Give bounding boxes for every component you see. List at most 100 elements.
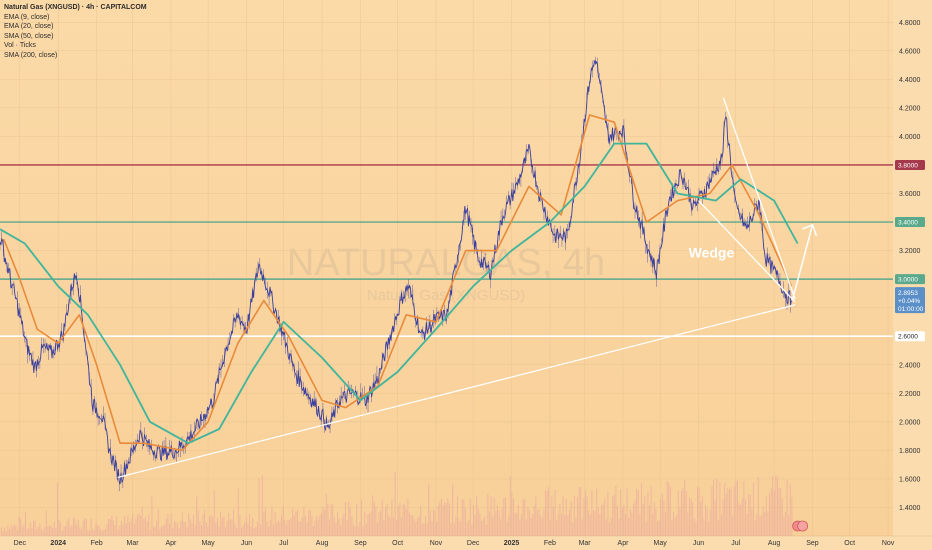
volume-bar [462, 499, 463, 536]
volume-bar [303, 507, 304, 536]
x-tick-label: Sep [354, 540, 367, 547]
volume-bar [740, 505, 741, 536]
volume-bar [582, 519, 583, 536]
volume-bar [49, 526, 50, 536]
volume-bar [267, 521, 268, 536]
volume-bar [180, 521, 181, 536]
legend-sma200[interactable]: SMA (200, close) [4, 51, 147, 61]
volume-bar [707, 509, 708, 536]
x-tick-label: Oct [844, 540, 855, 547]
volume-bar [716, 479, 717, 536]
volume-bar [447, 498, 448, 536]
volume-bar [364, 511, 365, 536]
volume-bar [708, 521, 709, 536]
volume-bar [686, 491, 687, 536]
volume-bar [54, 522, 55, 536]
volume-bar [742, 499, 743, 536]
volume-bar [430, 511, 431, 536]
volume-bar [30, 523, 31, 536]
volume-bar [129, 522, 130, 536]
volume-bar [529, 510, 530, 536]
volume-bar [436, 522, 437, 536]
volume-bar [52, 528, 53, 536]
volume-bar [31, 528, 32, 536]
volume-bar [22, 527, 23, 536]
volume-bar [174, 521, 175, 536]
level-tag-label-support-high: 3.4000 [898, 220, 918, 227]
legend-sma50[interactable]: SMA (50, close) [4, 32, 147, 42]
volume-bar [382, 499, 383, 536]
volume-bar [147, 521, 148, 536]
volume-bar [198, 511, 199, 536]
volume-bar [371, 511, 372, 536]
volume-bar [175, 522, 176, 536]
volume-bar [268, 527, 269, 536]
volume-bar [151, 495, 152, 536]
volume-bar [302, 517, 303, 536]
volume-bar [612, 496, 613, 536]
x-tick-label: May [201, 540, 215, 547]
volume-bar [479, 514, 480, 536]
volume-bar [710, 510, 711, 536]
volume-bar [745, 500, 746, 536]
volume-bar [721, 515, 722, 536]
volume-bar [345, 502, 346, 536]
volume-bar [412, 516, 413, 536]
volume-bar [156, 521, 157, 536]
volume-bar [499, 510, 500, 536]
volume-bar [606, 520, 607, 536]
x-tick-label: 2024 [50, 540, 66, 547]
x-tick-label: Feb [91, 540, 103, 547]
volume-bar [724, 483, 725, 536]
volume-bar [558, 513, 559, 536]
volume-bar [68, 518, 69, 536]
watermark-name: Natural Gas (XNGUSD) [367, 287, 525, 304]
volume-bar [390, 518, 391, 536]
volume-bar [419, 516, 420, 536]
volume-bar [47, 526, 48, 536]
volume-bar [356, 504, 357, 536]
volume-bar [273, 525, 274, 536]
volume-bar [44, 526, 45, 536]
volume-bar [211, 515, 212, 536]
volume-bar [502, 508, 503, 536]
volume-bar [100, 529, 101, 536]
volume-bar [307, 522, 308, 536]
x-tick-label: Mar [579, 540, 592, 547]
y-tick-label: 4.0000 [899, 134, 921, 141]
volume-bar [654, 502, 655, 536]
volume-bar [790, 485, 791, 536]
volume-bar [636, 489, 637, 536]
volume-bar [275, 512, 276, 536]
volume-bar [323, 507, 324, 536]
volume-bar [705, 505, 706, 536]
volume-bar [599, 514, 600, 536]
volume-bar [291, 518, 292, 536]
legend-ema20[interactable]: EMA (20, close) [4, 22, 147, 32]
volume-bar [71, 525, 72, 536]
x-tick-label: Nov [430, 540, 443, 547]
volume-bar [159, 529, 160, 536]
volume-bar [753, 483, 754, 536]
volume-bar [102, 531, 103, 536]
volume-bar [206, 522, 207, 536]
volume-bar [135, 518, 136, 536]
volume-bar [161, 527, 162, 536]
volume-bar [212, 517, 213, 536]
volume-bar [646, 522, 647, 536]
current-price-change: +0.04% [898, 298, 920, 305]
legend-ema9[interactable]: EMA (9, close) [4, 13, 147, 23]
legend-volume[interactable]: Vol · Ticks [4, 41, 147, 51]
volume-bar [388, 515, 389, 536]
volume-bar [201, 525, 202, 536]
volume-bar [531, 518, 532, 536]
volume-bar [587, 496, 588, 536]
volume-bar [409, 512, 410, 536]
volume-bar [596, 489, 597, 536]
volume-bar [150, 529, 151, 536]
volume-bar [507, 521, 508, 536]
y-tick-label: 1.4000 [899, 505, 921, 512]
volume-bar [379, 513, 380, 536]
